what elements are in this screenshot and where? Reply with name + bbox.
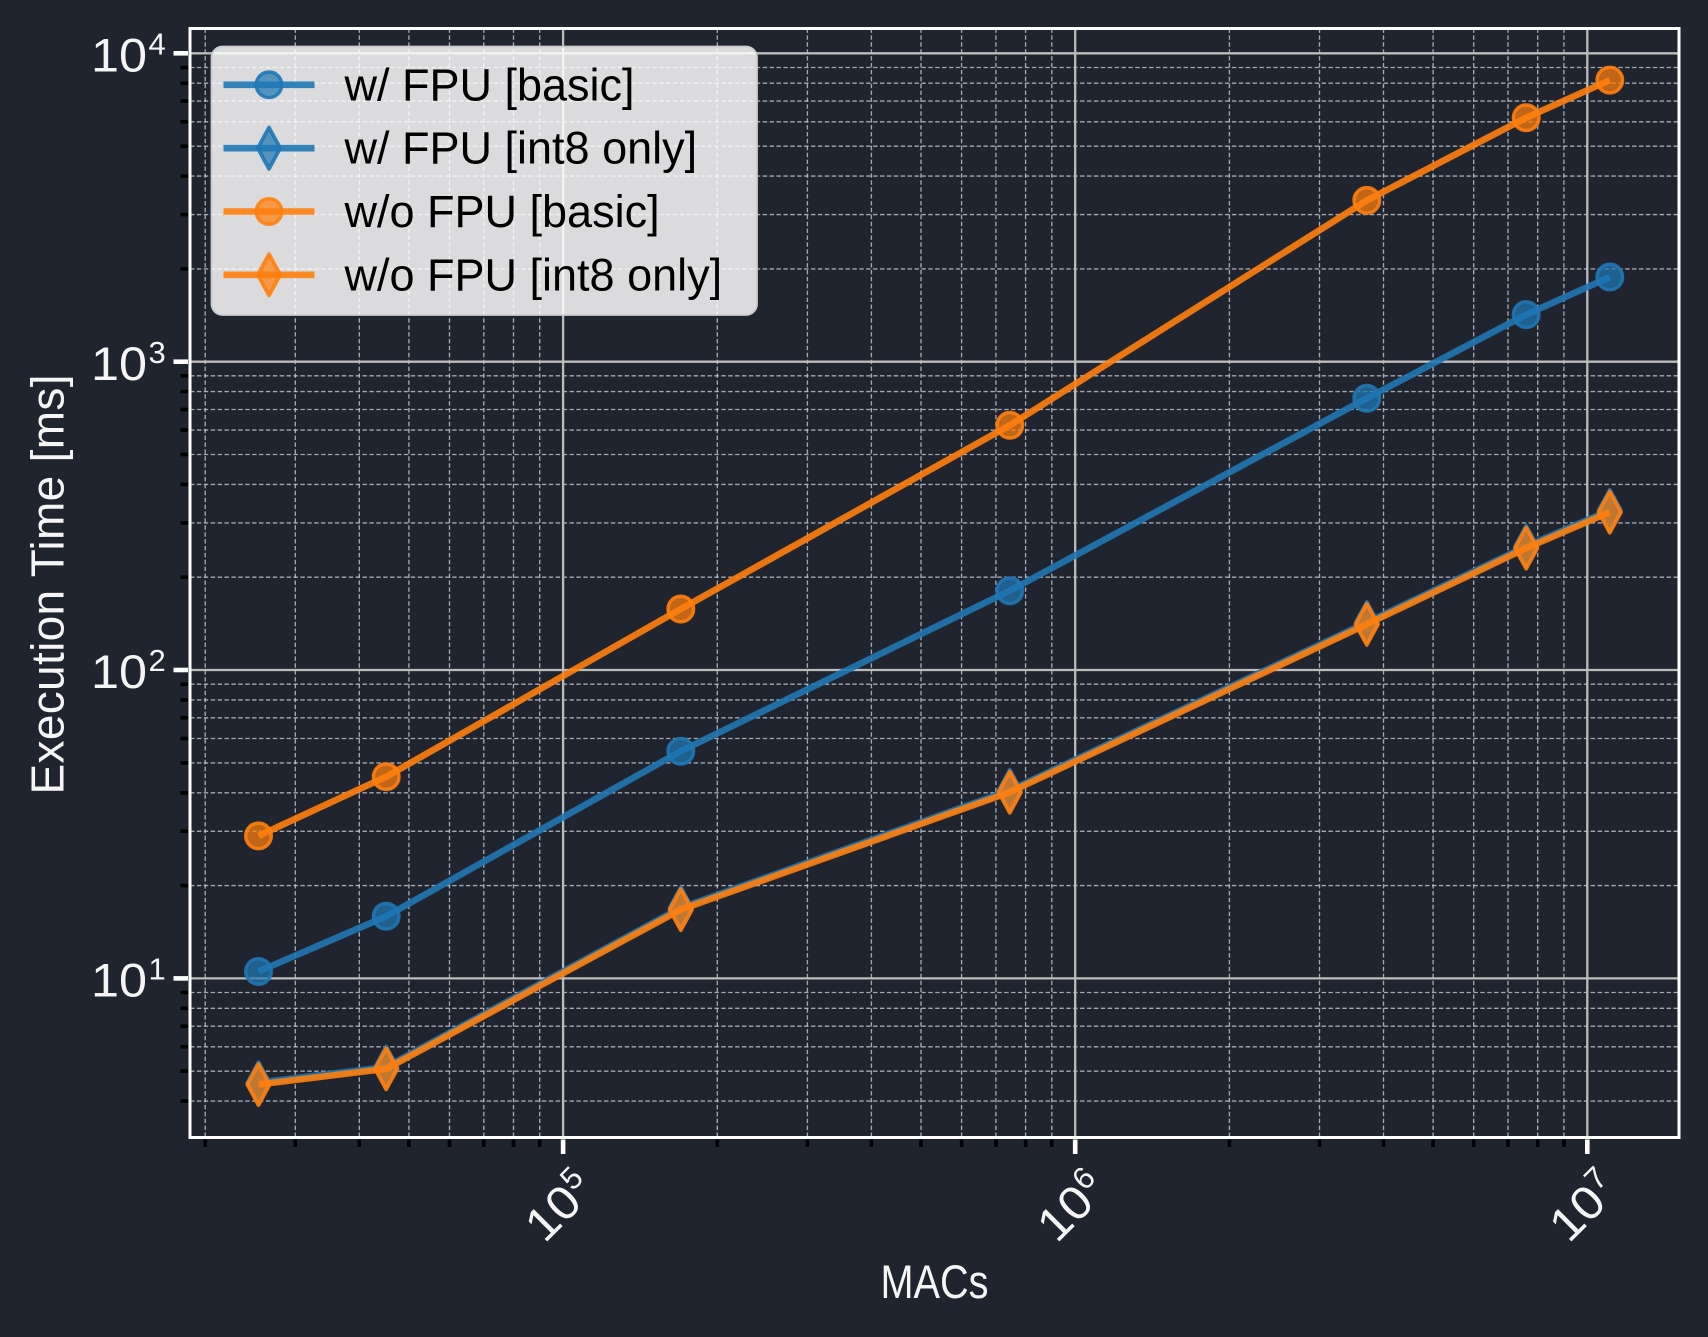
svg-text:1: 1 xyxy=(149,952,166,987)
svg-text:Execution Time [ms]: Execution Time [ms] xyxy=(22,375,74,795)
svg-text:w/o FPU [basic]: w/o FPU [basic] xyxy=(344,186,660,237)
svg-text:w/ FPU [basic]: w/ FPU [basic] xyxy=(344,59,635,110)
svg-text:10: 10 xyxy=(91,645,147,698)
svg-text:w/o FPU [int8 only]: w/o FPU [int8 only] xyxy=(344,249,723,300)
svg-text:10: 10 xyxy=(91,954,147,1007)
svg-text:4: 4 xyxy=(149,27,166,62)
svg-text:10: 10 xyxy=(91,337,147,390)
svg-text:10: 10 xyxy=(91,29,147,82)
svg-text:MACs: MACs xyxy=(881,1255,989,1308)
svg-text:2: 2 xyxy=(149,643,166,678)
svg-text:3: 3 xyxy=(149,335,166,370)
svg-text:w/ FPU [int8 only]: w/ FPU [int8 only] xyxy=(344,123,698,174)
